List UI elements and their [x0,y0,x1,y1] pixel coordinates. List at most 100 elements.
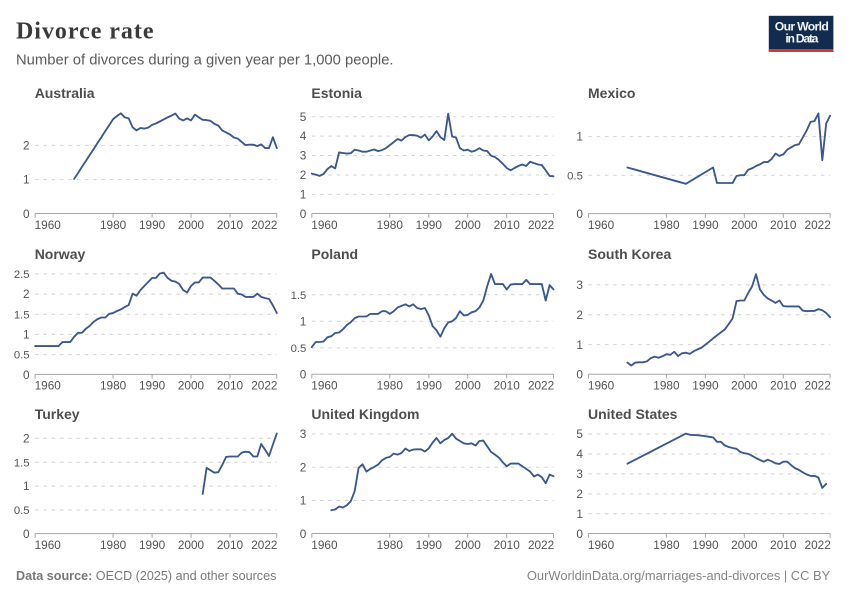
svg-text:2010: 2010 [770,218,797,232]
svg-text:1990: 1990 [139,379,166,393]
svg-text:2000: 2000 [455,538,482,552]
svg-text:1960: 1960 [588,218,615,232]
svg-text:1960: 1960 [35,379,62,393]
svg-text:2000: 2000 [731,218,758,232]
svg-text:0: 0 [576,368,583,382]
svg-text:2000: 2000 [455,218,482,232]
svg-text:1980: 1980 [100,538,127,552]
svg-text:1: 1 [23,328,30,342]
svg-text:Turkey: Turkey [35,406,80,422]
svg-text:0: 0 [23,207,30,221]
svg-text:1980: 1980 [653,379,680,393]
svg-text:2022: 2022 [251,218,277,232]
svg-text:1960: 1960 [35,538,62,552]
svg-text:1: 1 [576,507,583,521]
svg-text:2022: 2022 [251,379,277,393]
svg-text:1: 1 [576,338,583,352]
svg-text:1980: 1980 [653,538,680,552]
svg-text:2.5: 2.5 [14,269,30,281]
svg-text:2022: 2022 [805,218,831,232]
svg-text:2: 2 [23,287,30,301]
svg-text:1980: 1980 [100,218,127,232]
svg-text:2: 2 [300,168,307,182]
svg-text:1980: 1980 [653,218,680,232]
svg-text:2010: 2010 [217,218,244,232]
svg-text:0.5: 0.5 [291,343,307,355]
svg-text:1: 1 [300,494,307,508]
svg-text:1.5: 1.5 [14,309,30,321]
svg-text:1960: 1960 [311,379,338,393]
svg-text:2010: 2010 [494,379,521,393]
svg-text:5: 5 [300,110,307,124]
svg-text:3: 3 [300,149,307,163]
svg-text:2010: 2010 [494,538,521,552]
svg-text:1990: 1990 [692,538,719,552]
svg-text:1990: 1990 [416,538,443,552]
svg-text:0: 0 [23,368,30,382]
svg-text:0: 0 [300,207,307,221]
svg-text:South Korea: South Korea [588,246,671,262]
svg-text:Divorce rate: Divorce rate [16,19,154,45]
svg-text:United Kingdom: United Kingdom [311,406,419,422]
svg-text:Estonia: Estonia [311,85,362,101]
svg-text:Our World: Our World [775,20,829,34]
svg-text:2: 2 [23,139,30,153]
svg-text:2000: 2000 [455,379,482,393]
svg-text:1990: 1990 [416,218,443,232]
svg-text:2: 2 [576,487,583,501]
svg-text:Norway: Norway [35,246,86,262]
svg-text:2022: 2022 [528,379,554,393]
svg-text:4: 4 [300,129,307,143]
svg-text:3: 3 [300,427,307,441]
svg-text:0: 0 [576,527,583,541]
svg-text:2000: 2000 [731,538,758,552]
svg-text:1: 1 [23,479,30,493]
svg-text:2022: 2022 [251,538,277,552]
svg-text:1980: 1980 [100,379,127,393]
svg-text:0: 0 [23,527,30,541]
svg-text:0.5: 0.5 [14,505,30,517]
svg-text:1960: 1960 [311,218,338,232]
svg-text:0: 0 [576,207,583,221]
svg-text:1960: 1960 [588,538,615,552]
svg-text:1980: 1980 [377,379,404,393]
svg-text:1990: 1990 [139,218,166,232]
svg-text:2010: 2010 [217,379,244,393]
svg-text:United States: United States [588,406,678,422]
svg-text:2000: 2000 [731,379,758,393]
svg-text:3: 3 [576,467,583,481]
svg-text:0.5: 0.5 [14,350,30,362]
svg-text:1960: 1960 [588,379,615,393]
svg-text:1980: 1980 [377,538,404,552]
svg-text:1990: 1990 [416,379,443,393]
svg-text:Number of divorces during a gi: Number of divorces during a given year p… [16,53,394,69]
svg-text:2010: 2010 [494,218,521,232]
svg-text:1.5: 1.5 [14,457,30,469]
svg-text:0.5: 0.5 [567,170,583,182]
svg-text:2000: 2000 [178,379,205,393]
svg-text:1990: 1990 [692,218,719,232]
svg-text:1980: 1980 [377,218,404,232]
svg-text:2022: 2022 [528,538,554,552]
svg-text:2: 2 [576,308,583,322]
svg-text:2010: 2010 [770,379,797,393]
svg-text:2000: 2000 [178,218,205,232]
svg-text:2010: 2010 [217,538,244,552]
svg-text:Australia: Australia [35,85,95,101]
svg-text:0: 0 [300,368,307,382]
svg-text:Mexico: Mexico [588,85,635,101]
svg-text:2022: 2022 [805,379,831,393]
svg-text:0: 0 [300,527,307,541]
svg-text:1: 1 [576,130,583,144]
svg-text:2: 2 [300,460,307,474]
svg-text:1960: 1960 [35,218,62,232]
svg-text:OurWorldinData.org/marriages-a: OurWorldinData.org/marriages-and-divorce… [527,568,831,583]
svg-text:1990: 1990 [139,538,166,552]
svg-text:1: 1 [23,173,30,187]
svg-text:in Data: in Data [785,31,818,45]
svg-text:2010: 2010 [770,538,797,552]
svg-text:2022: 2022 [805,538,831,552]
svg-text:2022: 2022 [528,218,554,232]
svg-text:Poland: Poland [311,246,358,262]
svg-text:1960: 1960 [311,538,338,552]
